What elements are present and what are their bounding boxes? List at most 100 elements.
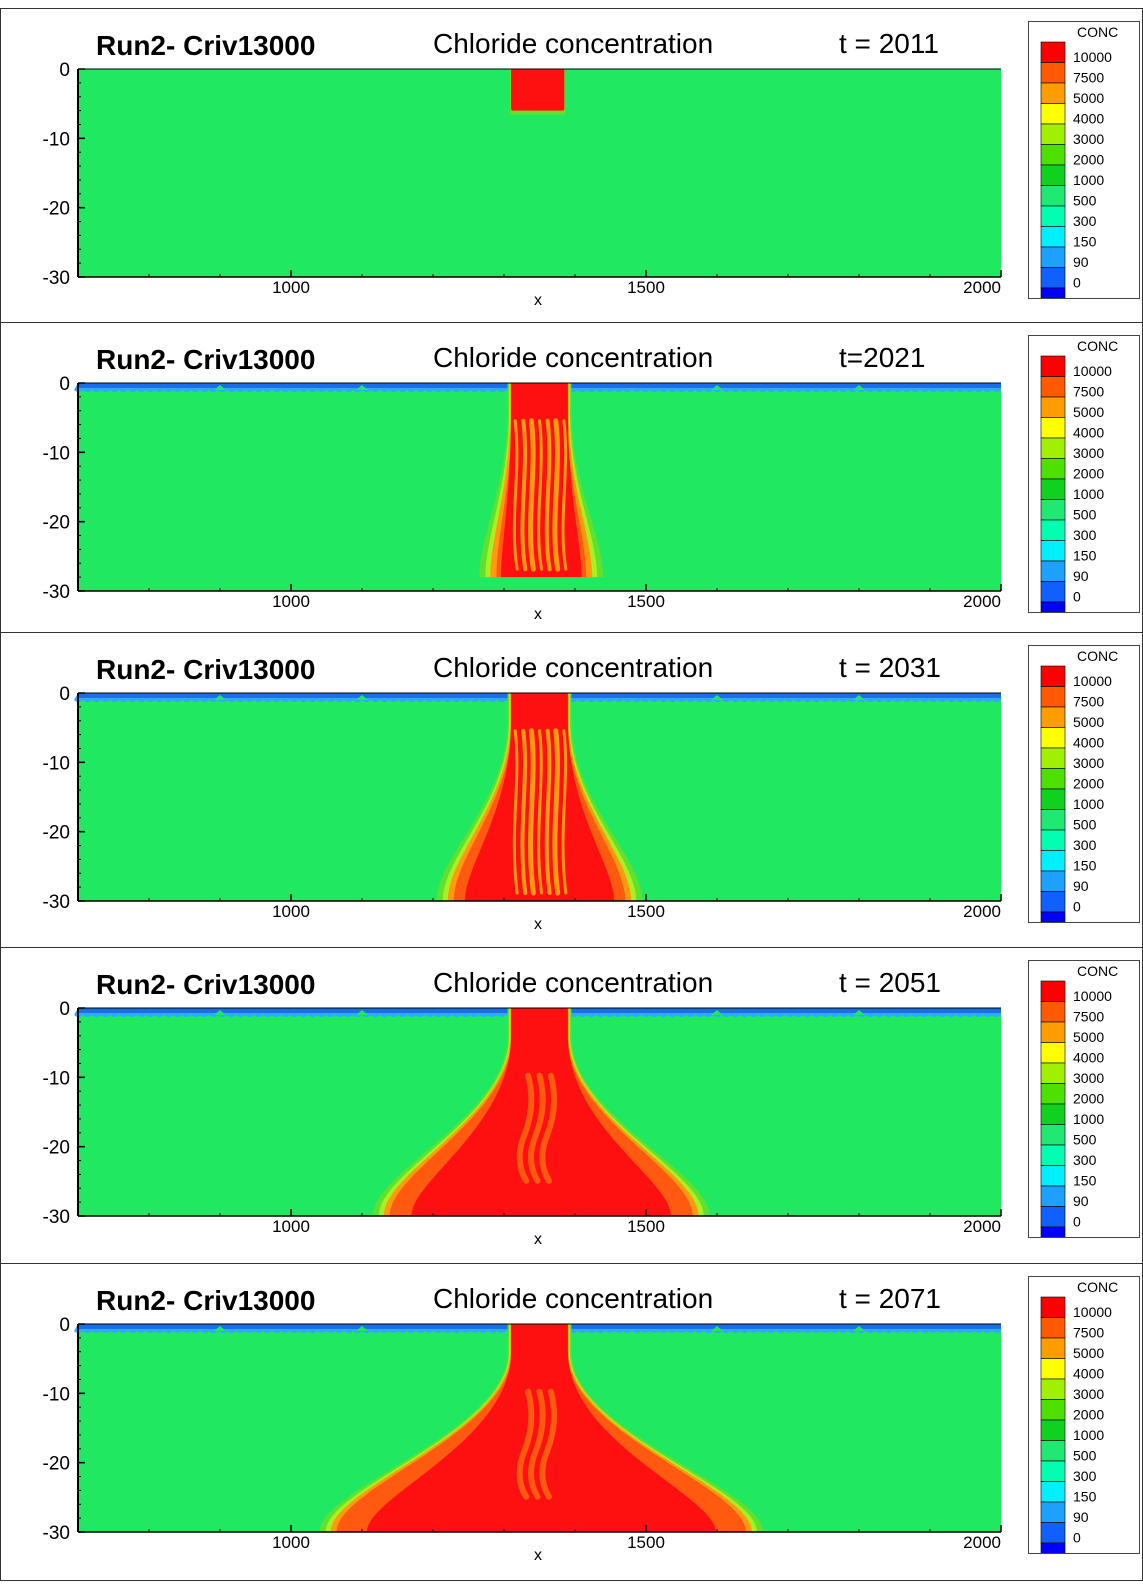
legend-swatch	[1040, 185, 1066, 207]
legend-label: 500	[1073, 1448, 1097, 1464]
x-tick-label: 2000	[963, 902, 1001, 921]
legend-swatch	[1040, 1296, 1066, 1318]
plume-streak	[516, 1072, 535, 1184]
legend-swatch	[1040, 478, 1066, 500]
legend-swatch	[1040, 376, 1066, 398]
legend-label: 10000	[1073, 988, 1112, 1004]
run-label: Run2- Criv13000	[96, 654, 315, 685]
y-tick-label: -10	[43, 1384, 70, 1405]
legend-swatch	[1040, 226, 1066, 248]
legend-label: 4000	[1073, 111, 1104, 127]
legend-label: 5000	[1073, 90, 1104, 106]
legend-swatch	[1040, 1206, 1066, 1228]
plume-finger	[537, 729, 543, 895]
legend-title: CONC	[1077, 24, 1118, 40]
legend-swatch	[1040, 1440, 1066, 1462]
legend-label: 500	[1073, 193, 1097, 209]
plume-finger	[561, 419, 568, 571]
legend-label: 1000	[1073, 1427, 1104, 1443]
y-tick-label: -30	[43, 1207, 70, 1228]
y-tick-label: -30	[43, 892, 70, 913]
legend-swatch	[1040, 788, 1066, 810]
legend-label: 3000	[1073, 755, 1104, 771]
drain-notch	[214, 385, 226, 391]
legend-swatch	[1040, 103, 1066, 125]
legend-label: 7500	[1073, 1009, 1104, 1025]
x-tick-label: 2000	[963, 278, 1001, 297]
y-tick-label: -20	[43, 823, 70, 844]
legend-label: 90	[1073, 254, 1089, 270]
time-label: t = 2071	[839, 1283, 941, 1314]
y-tick-label: 0	[59, 1315, 70, 1336]
legend-swatch	[1040, 1062, 1066, 1084]
legend-svg: CONC 10000 7500 5000 4000 3000 2000 1000 500 300 1…	[1040, 648, 1118, 933]
legend-swatch	[1040, 1501, 1066, 1523]
time-label: t = 2011	[839, 28, 939, 59]
legend-label: 5000	[1073, 714, 1104, 730]
legend-swatch	[1040, 499, 1066, 521]
legend-label: 150	[1073, 548, 1097, 564]
legend-label: 300	[1073, 527, 1097, 543]
drain-notch	[853, 1326, 865, 1332]
drain-notch	[711, 695, 723, 701]
plume-finger	[537, 419, 543, 571]
x-tick-label: 2000	[963, 1533, 1001, 1552]
plume-finger	[544, 728, 552, 895]
chart-title: Chloride concentration	[433, 967, 713, 998]
legend-swatch	[1040, 809, 1066, 831]
chart-panel-4: Run2- Criv13000 Chloride concentration t =…	[0, 947, 1143, 1265]
legend-swatch	[1040, 458, 1066, 480]
legend-label: 5000	[1073, 1345, 1104, 1361]
legend-label: 2000	[1073, 466, 1104, 482]
y-tick-label: -20	[43, 1138, 70, 1159]
legend-swatch	[1040, 768, 1066, 790]
legend-label: 7500	[1073, 1325, 1104, 1341]
y-tick-label: -20	[43, 1454, 70, 1475]
y-tick-label: 0	[59, 374, 70, 395]
x-tick-label: 2000	[963, 592, 1001, 611]
drain-notch	[711, 1326, 723, 1332]
drain-notch	[853, 1010, 865, 1016]
legend-swatch	[1040, 1399, 1066, 1421]
legend-label: 1000	[1073, 172, 1104, 188]
legend-swatch	[1040, 164, 1066, 186]
chart-title: Chloride concentration	[433, 652, 713, 683]
legend-label: 3000	[1073, 1070, 1104, 1086]
legend-label: 500	[1073, 817, 1097, 833]
y-tick-label: -30	[43, 1523, 70, 1544]
x-tick-label: 1500	[627, 278, 665, 297]
legend-label: 1000	[1073, 1111, 1104, 1127]
legend-label: 7500	[1073, 384, 1104, 400]
chart-svg: Run2- Criv13000 Chloride concentration t =…	[43, 1283, 1002, 1564]
x-axis-label: x	[534, 1231, 542, 1248]
legend-title: CONC	[1077, 338, 1118, 354]
x-tick-label: 1000	[272, 1217, 310, 1236]
legend-label: 0	[1073, 1530, 1081, 1546]
legend-label: 3000	[1073, 445, 1104, 461]
legend-swatch	[1040, 267, 1066, 289]
legend-label: 7500	[1073, 70, 1104, 86]
time-label: t=2021	[839, 342, 925, 373]
x-axis-label: x	[534, 606, 542, 623]
legend-label: 500	[1073, 1132, 1097, 1148]
x-tick-label: 1000	[272, 592, 310, 611]
legend-label: 150	[1073, 234, 1097, 250]
drain-notch	[711, 385, 723, 391]
legend-label: 10000	[1073, 363, 1112, 379]
drain-notch	[214, 1010, 226, 1016]
y-tick-label: 0	[59, 60, 70, 81]
drain-notch	[853, 695, 865, 701]
chart-panel-1: Run2- Criv13000 Chloride concentration t =…	[0, 8, 1143, 326]
legend-label: 10000	[1073, 673, 1112, 689]
legend-swatch	[1040, 891, 1066, 913]
legend-label: 4000	[1073, 1050, 1104, 1066]
legend-swatch	[1040, 747, 1066, 769]
legend-swatch	[1040, 1337, 1066, 1359]
legend-label: 2000	[1073, 1091, 1104, 1107]
legend-swatch	[1040, 601, 1066, 623]
legend-swatch	[1040, 41, 1066, 63]
legend-swatch	[1040, 727, 1066, 749]
chart-svg: Run2- Criv13000 Chloride concentration t =…	[43, 28, 1002, 309]
legend-swatch	[1040, 1522, 1066, 1544]
y-tick-label: -30	[43, 582, 70, 603]
